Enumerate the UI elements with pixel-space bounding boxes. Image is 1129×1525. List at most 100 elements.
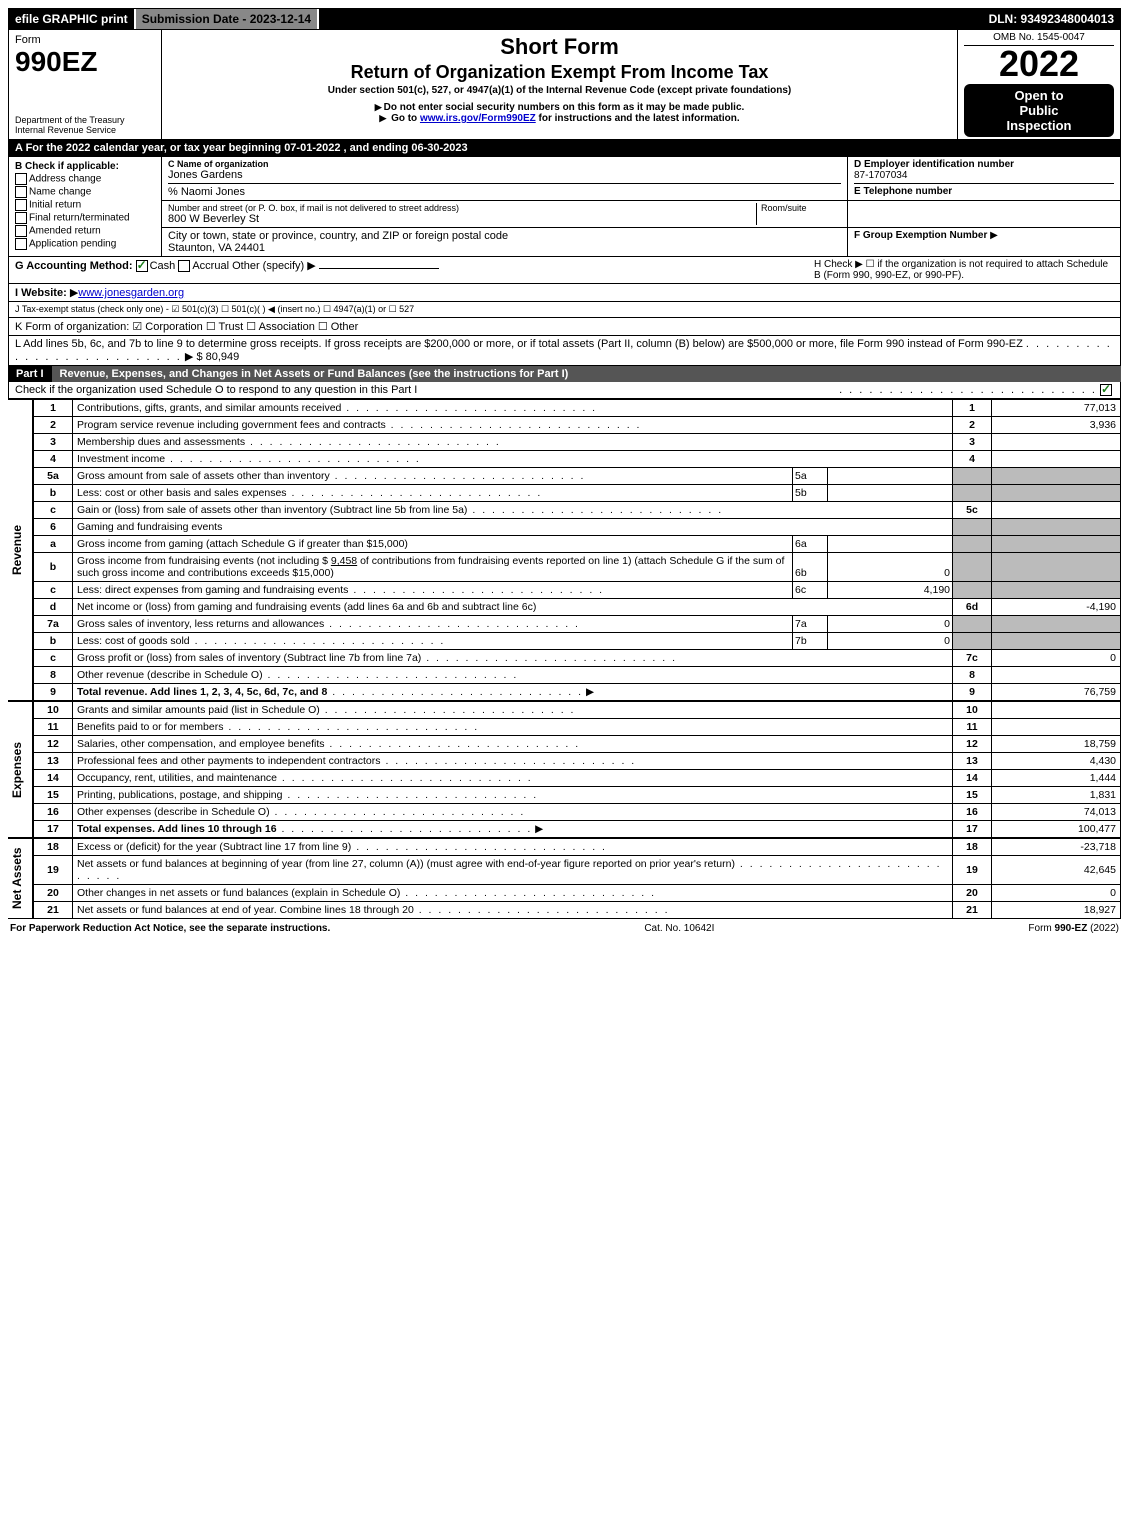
- revenue-section: Revenue 1Contributions, gifts, grants, a…: [8, 399, 1121, 701]
- line-11: 11Benefits paid to or for members11: [34, 719, 1121, 736]
- title-return-exempt: Return of Organization Exempt From Incom…: [168, 62, 951, 83]
- form-number: 990EZ: [15, 46, 98, 77]
- org-name-label: C Name of organization: [168, 159, 841, 169]
- check-accrual[interactable]: [178, 260, 190, 272]
- sections-b-through-f: B Check if applicable: Address change Na…: [8, 157, 1121, 257]
- part-1-header: Part I Revenue, Expenses, and Changes in…: [8, 366, 1121, 382]
- line-7b: bLess: cost of goods sold7b0: [34, 633, 1121, 650]
- section-f: F Group Exemption Number ▶: [854, 230, 1114, 241]
- section-g-h: G Accounting Method: Cash Accrual Other …: [8, 257, 1121, 284]
- revenue-side-label: Revenue: [8, 399, 33, 701]
- line-6b: bGross income from fundraising events (n…: [34, 553, 1121, 582]
- form-header: Form 990EZ Department of the Treasury In…: [8, 30, 1121, 140]
- page-footer: For Paperwork Reduction Act Notice, see …: [8, 919, 1121, 938]
- footer-form-id: Form 990-EZ (2022): [1028, 923, 1119, 934]
- street-address: 800 W Beverley St: [168, 213, 756, 225]
- net-assets-table: 18Excess or (deficit) for the year (Subt…: [33, 838, 1121, 919]
- ein: 87-1707034: [854, 170, 1114, 181]
- submission-date: Submission Date - 2023-12-14: [134, 9, 319, 29]
- line-20: 20Other changes in net assets or fund ba…: [34, 885, 1121, 902]
- org-name: Jones Gardens: [168, 169, 841, 181]
- part-1-tag: Part I: [8, 366, 52, 382]
- header-mid: Short Form Return of Organization Exempt…: [162, 30, 958, 139]
- line-2: 2Program service revenue including gover…: [34, 417, 1121, 434]
- dln: DLN: 93492348004013: [983, 9, 1120, 29]
- line-12: 12Salaries, other compensation, and empl…: [34, 736, 1121, 753]
- line-6d: dNet income or (loss) from gaming and fu…: [34, 599, 1121, 616]
- line-15: 15Printing, publications, postage, and s…: [34, 787, 1121, 804]
- check-amended-return[interactable]: Amended return: [15, 225, 155, 237]
- footer-cat-no: Cat. No. 10642I: [644, 923, 714, 934]
- line-17: 17Total expenses. Add lines 10 through 1…: [34, 821, 1121, 838]
- expenses-table: 10Grants and similar amounts paid (list …: [33, 701, 1121, 838]
- expenses-section: Expenses 10Grants and similar amounts pa…: [8, 701, 1121, 838]
- street-label: Number and street (or P. O. box, if mail…: [168, 203, 756, 213]
- revenue-table: 1Contributions, gifts, grants, and simil…: [33, 399, 1121, 701]
- net-assets-section: Net Assets 18Excess or (deficit) for the…: [8, 838, 1121, 919]
- section-e-label: E Telephone number: [854, 183, 1114, 197]
- title-short-form: Short Form: [168, 34, 951, 60]
- irs-link[interactable]: www.irs.gov/Form990EZ: [420, 113, 536, 124]
- line-8: 8Other revenue (describe in Schedule O)8: [34, 667, 1121, 684]
- check-final-return[interactable]: Final return/terminated: [15, 212, 155, 224]
- check-application-pending[interactable]: Application pending: [15, 238, 155, 250]
- care-of: % Naomi Jones: [168, 183, 841, 198]
- line-6c: cLess: direct expenses from gaming and f…: [34, 582, 1121, 599]
- line-18: 18Excess or (deficit) for the year (Subt…: [34, 839, 1121, 856]
- dept-treasury: Department of the Treasury Internal Reve…: [15, 115, 155, 135]
- form-word: Form: [15, 34, 41, 46]
- subtitle-section: Under section 501(c), 527, or 4947(a)(1)…: [168, 85, 951, 96]
- section-h: H Check ▶ ☐ if the organization is not r…: [814, 259, 1114, 281]
- check-initial-return[interactable]: Initial return: [15, 199, 155, 211]
- section-b: B Check if applicable: Address change Na…: [9, 157, 162, 256]
- line-7a: 7aGross sales of inventory, less returns…: [34, 616, 1121, 633]
- website-link[interactable]: www.jonesgarden.org: [78, 287, 184, 299]
- line-4: 4Investment income4: [34, 451, 1121, 468]
- tax-year: 2022: [964, 46, 1114, 82]
- section-a-tax-year: A For the 2022 calendar year, or tax yea…: [8, 140, 1121, 157]
- line-19: 19Net assets or fund balances at beginni…: [34, 856, 1121, 885]
- goto-post: for instructions and the latest informat…: [536, 113, 740, 124]
- line-5a: 5aGross amount from sale of assets other…: [34, 468, 1121, 485]
- subtitle-goto: Go to www.irs.gov/Form990EZ for instruct…: [168, 113, 951, 124]
- line-5b: bLess: cost or other basis and sales exp…: [34, 485, 1121, 502]
- line-21: 21Net assets or fund balances at end of …: [34, 902, 1121, 919]
- line-7c: cGross profit or (loss) from sales of in…: [34, 650, 1121, 667]
- check-name-change[interactable]: Name change: [15, 186, 155, 198]
- line-3: 3Membership dues and assessments3: [34, 434, 1121, 451]
- open-to-public: Open to Public Inspection: [964, 84, 1114, 137]
- efile-print-label[interactable]: efile GRAPHIC print: [9, 9, 134, 29]
- city-label: City or town, state or province, country…: [168, 230, 841, 242]
- section-c: C Name of organization Jones Gardens % N…: [162, 157, 1120, 256]
- net-assets-side-label: Net Assets: [8, 838, 33, 919]
- room-suite-label: Room/suite: [761, 203, 841, 213]
- section-j: J Tax-exempt status (check only one) - ☑…: [8, 302, 1121, 318]
- part-1-check: Check if the organization used Schedule …: [8, 382, 1121, 399]
- line-9: 9Total revenue. Add lines 1, 2, 3, 4, 5c…: [34, 684, 1121, 701]
- expenses-side-label: Expenses: [8, 701, 33, 838]
- footer-paperwork: For Paperwork Reduction Act Notice, see …: [10, 923, 330, 934]
- section-l: L Add lines 5b, 6c, and 7b to line 9 to …: [8, 336, 1121, 366]
- top-bar: efile GRAPHIC print Submission Date - 20…: [8, 8, 1121, 30]
- header-left: Form 990EZ Department of the Treasury In…: [9, 30, 162, 139]
- schedule-o-check[interactable]: [1100, 384, 1112, 396]
- section-b-title: B Check if applicable:: [15, 161, 155, 172]
- subtitle-ssn-warning: Do not enter social security numbers on …: [168, 102, 951, 113]
- line-10: 10Grants and similar amounts paid (list …: [34, 702, 1121, 719]
- check-cash[interactable]: [136, 260, 148, 272]
- line-5c: cGain or (loss) from sale of assets othe…: [34, 502, 1121, 519]
- section-g: G Accounting Method: Cash Accrual Other …: [15, 259, 814, 281]
- section-i: I Website: ▶www.jonesgarden.org: [8, 284, 1121, 302]
- line-16: 16Other expenses (describe in Schedule O…: [34, 804, 1121, 821]
- check-address-change[interactable]: Address change: [15, 173, 155, 185]
- line-1: 1Contributions, gifts, grants, and simil…: [34, 400, 1121, 417]
- goto-pre: Go to: [391, 113, 420, 124]
- part-1-title: Revenue, Expenses, and Changes in Net As…: [52, 366, 1121, 382]
- header-right: OMB No. 1545-0047 2022 Open to Public In…: [958, 30, 1120, 139]
- section-k: K Form of organization: ☑ Corporation ☐ …: [8, 318, 1121, 336]
- section-d-label: D Employer identification number: [854, 159, 1114, 170]
- line-13: 13Professional fees and other payments t…: [34, 753, 1121, 770]
- line-6: 6Gaming and fundraising events: [34, 519, 1121, 536]
- gross-receipts: $ 80,949: [196, 351, 239, 363]
- city-state-zip: Staunton, VA 24401: [168, 242, 841, 254]
